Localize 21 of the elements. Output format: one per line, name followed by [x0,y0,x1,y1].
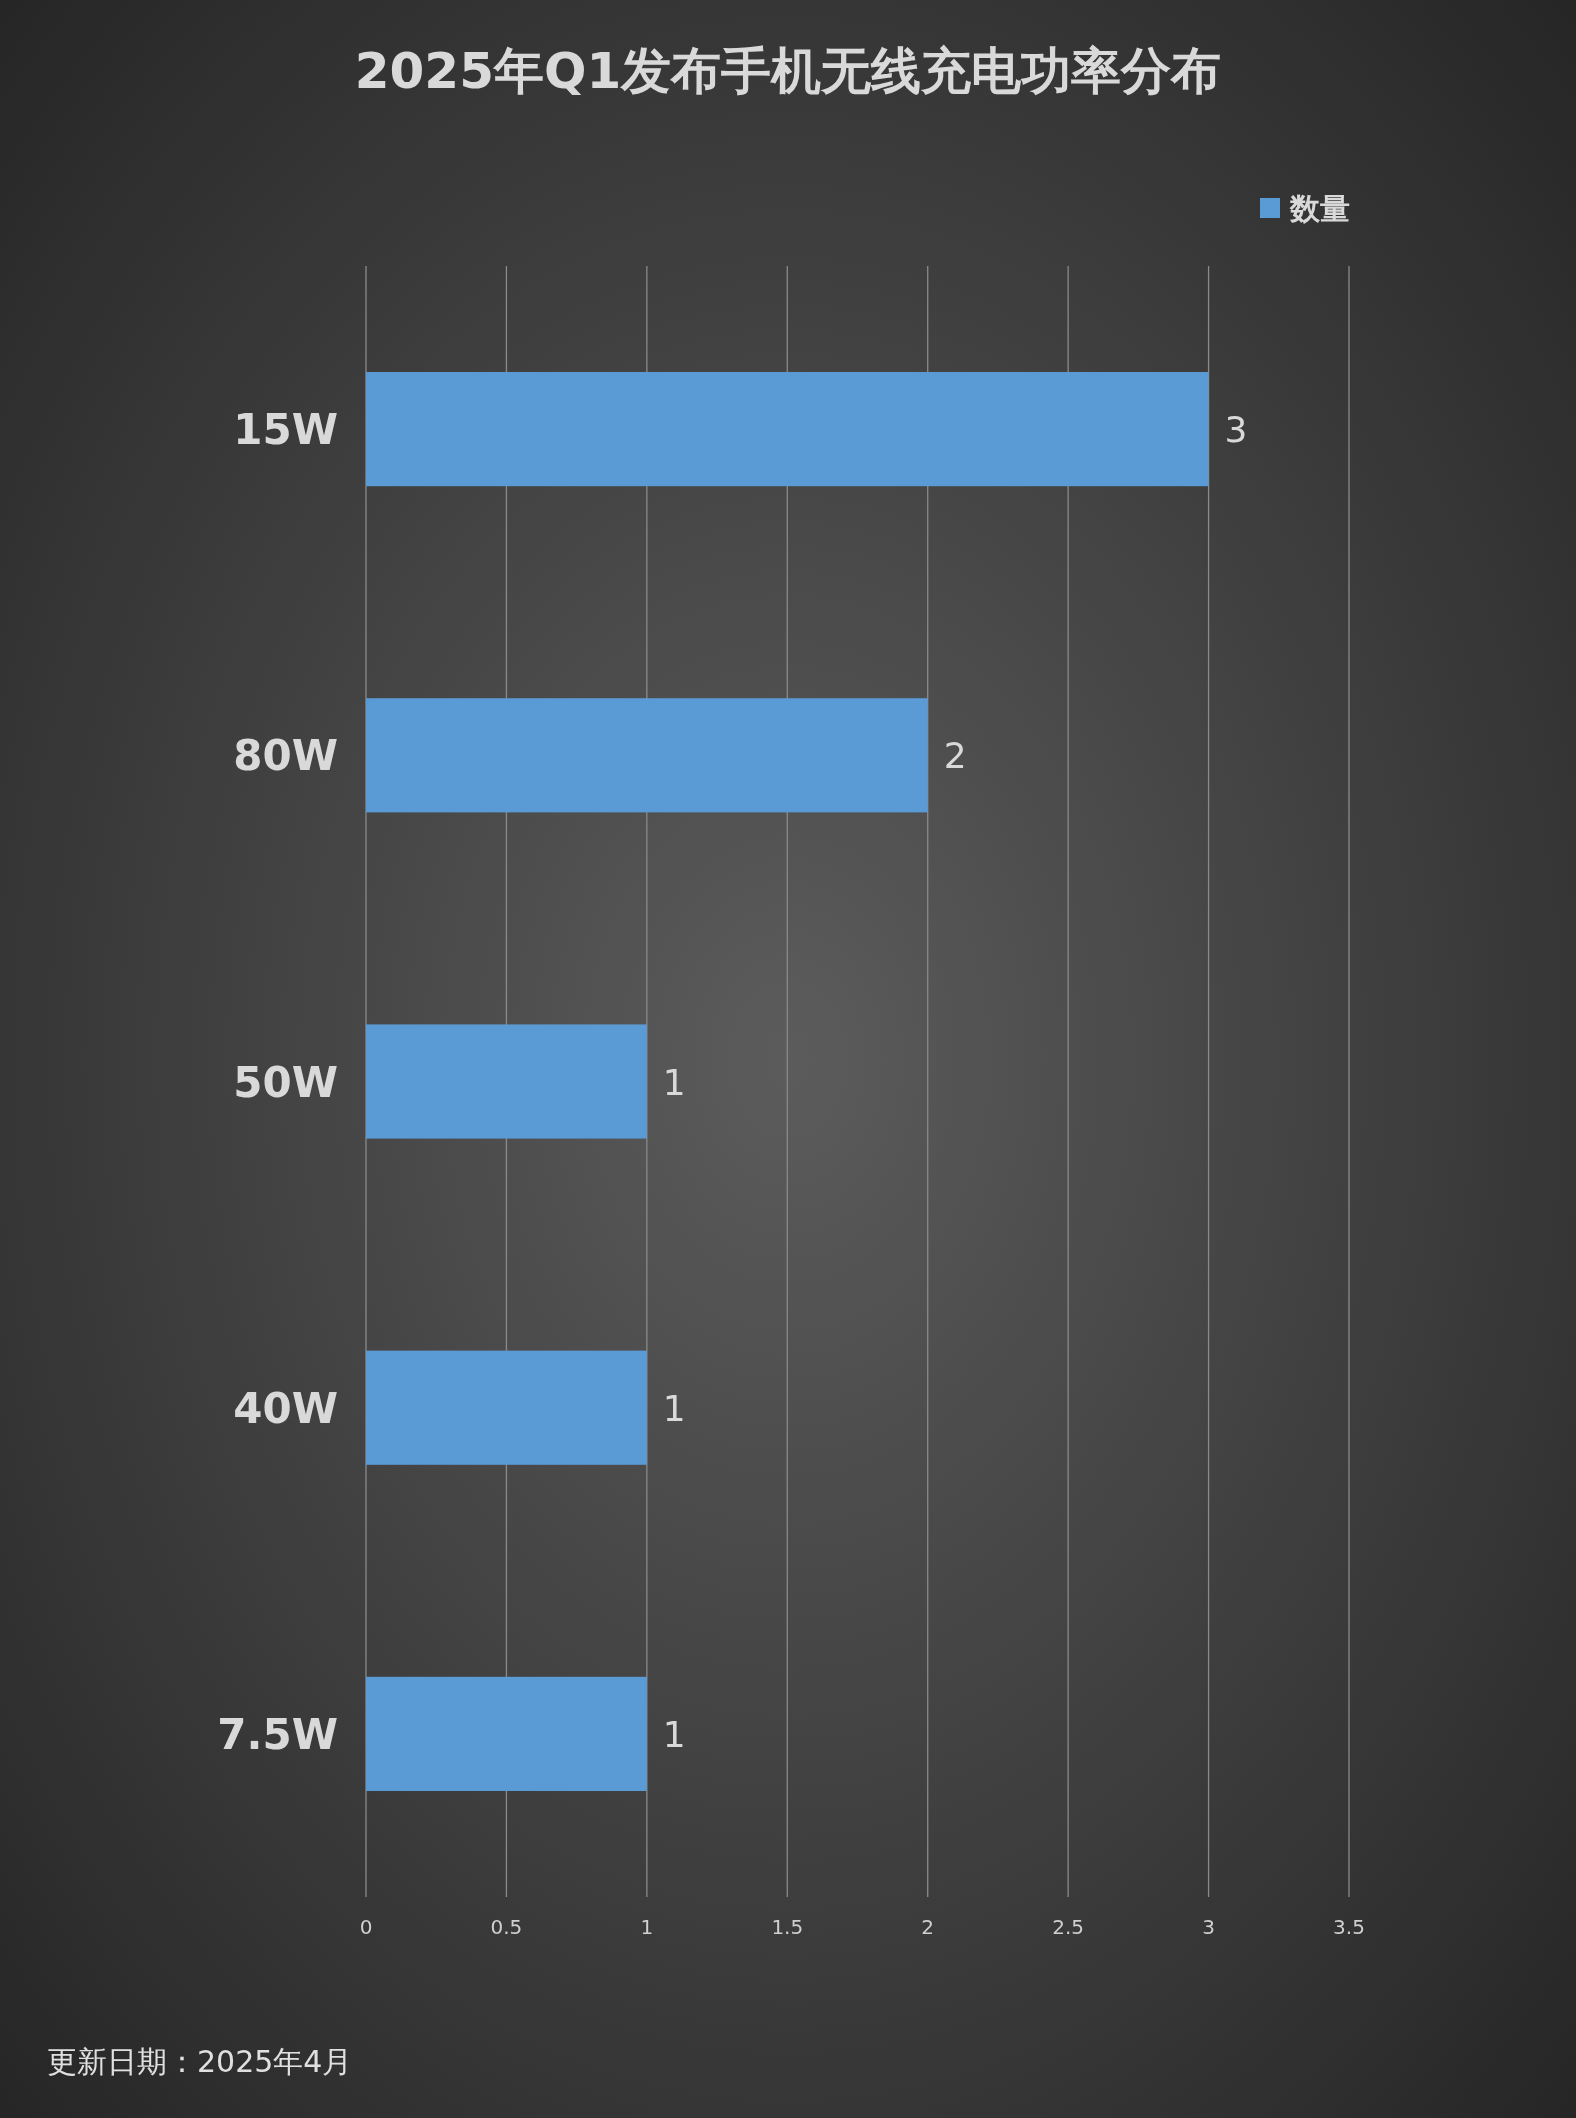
y-tick-label: 50W [233,1057,338,1107]
chart-title: 2025年Q1发布手机无线充电功率分布 [354,42,1222,100]
x-tick-label: 0.5 [490,1915,523,1939]
x-tick-label: 3 [1202,1915,1215,1939]
legend-label: 数量 [1289,191,1350,226]
data-label: 1 [662,1713,686,1755]
x-tick-label: 3.5 [1333,1915,1365,1939]
y-tick-label: 15W [233,405,338,455]
data-label: 3 [1224,409,1248,451]
data-label: 1 [662,1387,686,1429]
y-tick-label: 80W [233,731,338,781]
x-tick-label: 0 [359,1915,373,1939]
x-tick-label: 1 [640,1915,654,1939]
x-tick-label: 2.5 [1052,1915,1085,1939]
data-label: 1 [662,1061,686,1103]
x-tick-label: 2 [921,1915,935,1939]
x-tick-label: 1.5 [771,1915,804,1939]
y-tick-label: 7.5W [217,1709,338,1759]
y-tick-label: 40W [233,1383,338,1433]
data-label: 2 [943,735,967,777]
text: 更新日期：2025年4月 [47,2044,353,2079]
